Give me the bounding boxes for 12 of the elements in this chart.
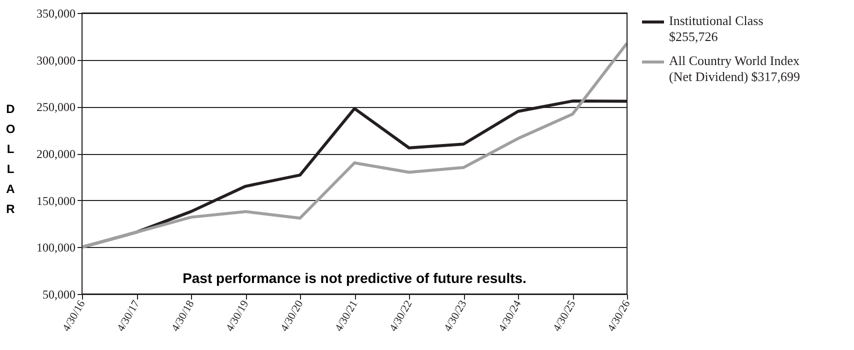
y-axis-title: DOLLAR (6, 102, 16, 216)
legend-label: Institutional Class $255,726 (669, 13, 764, 44)
y-tick-label: 350,000 (36, 6, 76, 20)
y-tick-label: 150,000 (36, 194, 76, 208)
legend-label: All Country World Index (Net Dividend) $317,699 (669, 53, 800, 84)
y-tick-label: 200,000 (36, 147, 76, 161)
y-tick-label: 50,000 (42, 288, 76, 302)
annotation: Past performance is not predictive of future results. (182, 270, 526, 286)
y-tick-label: 250,000 (36, 100, 76, 114)
y-tick-label: 300,000 (36, 53, 76, 68)
line-series (80, 42, 628, 249)
y-tick-label: 100,000 (36, 240, 76, 255)
